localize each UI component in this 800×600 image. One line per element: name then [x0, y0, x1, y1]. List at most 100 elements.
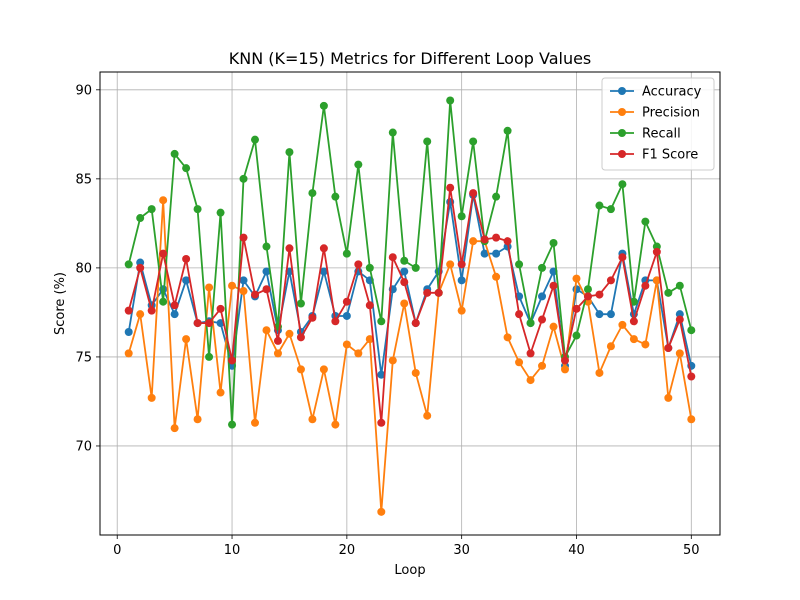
data-point-precision [515, 358, 524, 367]
data-point-precision [147, 393, 156, 402]
data-point-recall [446, 96, 455, 105]
data-point-f1-score [411, 319, 420, 328]
data-point-recall [354, 160, 363, 169]
data-point-f1-score [423, 288, 432, 297]
data-point-precision [319, 365, 328, 374]
y-axis-label: Score (%) [53, 272, 68, 335]
data-point-f1-score [308, 313, 317, 322]
data-point-precision [538, 361, 547, 370]
data-point-recall [675, 281, 684, 290]
y-tick-label: 90 [75, 83, 92, 98]
legend-label: Recall [642, 127, 681, 142]
data-point-precision [572, 274, 581, 283]
data-point-f1-score [400, 278, 409, 287]
data-point-precision [228, 281, 237, 290]
data-point-accuracy [170, 310, 179, 319]
data-point-recall [503, 126, 512, 135]
data-point-recall [228, 420, 237, 429]
data-point-f1-score [583, 292, 592, 301]
data-point-recall [595, 201, 604, 210]
data-point-precision [216, 388, 225, 397]
series-precision [124, 196, 696, 516]
data-point-precision [365, 335, 374, 344]
data-point-f1-score [492, 233, 501, 242]
y-tick-label: 75 [75, 350, 92, 365]
data-point-recall [515, 260, 524, 269]
data-point-precision [205, 283, 214, 292]
data-point-precision [687, 415, 696, 424]
data-point-f1-score [641, 281, 650, 290]
data-point-precision [239, 287, 248, 296]
data-point-recall [147, 205, 156, 214]
data-point-recall [411, 263, 420, 272]
data-point-f1-score [595, 290, 604, 299]
y-tick-label: 80 [75, 261, 92, 276]
data-point-f1-score [526, 349, 535, 358]
data-point-precision [193, 415, 202, 424]
legend-marker [618, 87, 626, 95]
data-point-accuracy [606, 310, 615, 319]
data-point-accuracy [492, 249, 501, 258]
legend-label: F1 Score [642, 148, 698, 163]
x-tick-label: 30 [453, 543, 470, 558]
data-point-precision [296, 365, 305, 374]
data-point-accuracy [377, 370, 386, 379]
data-point-precision [595, 368, 604, 377]
data-point-recall [377, 317, 386, 326]
data-point-precision [629, 335, 638, 344]
data-point-recall [549, 238, 558, 247]
data-point-f1-score [285, 244, 294, 253]
data-point-f1-score [296, 333, 305, 342]
data-point-recall [629, 297, 638, 306]
data-point-f1-score [538, 315, 547, 324]
series-f1-score [124, 183, 696, 427]
data-point-precision [273, 349, 282, 358]
data-point-accuracy [480, 249, 489, 258]
series-layer [124, 96, 696, 516]
data-point-accuracy [239, 276, 248, 285]
ticks: 0 10 20 30 40 50 70 75 80 85 90 [75, 83, 699, 558]
data-point-accuracy [182, 276, 191, 285]
data-point-recall [606, 205, 615, 214]
data-point-f1-score [319, 244, 328, 253]
data-point-precision [675, 349, 684, 358]
series-line-precision [127, 199, 693, 513]
data-point-f1-score [457, 260, 466, 269]
data-point-f1-score [446, 183, 455, 192]
data-point-accuracy [538, 292, 547, 301]
data-point-recall [469, 137, 478, 146]
data-point-f1-score [193, 319, 202, 328]
legend-marker [618, 129, 626, 137]
data-point-recall [193, 205, 202, 214]
data-point-recall [400, 256, 409, 265]
data-point-f1-score [124, 306, 133, 315]
data-point-f1-score [262, 285, 271, 294]
data-point-recall [296, 299, 305, 308]
data-point-f1-score [561, 356, 569, 365]
data-point-f1-score [239, 233, 248, 242]
data-point-precision [331, 420, 340, 429]
data-point-accuracy [262, 267, 271, 276]
legend-label: Precision [642, 106, 700, 121]
data-point-f1-score [480, 235, 489, 244]
data-point-precision [492, 272, 501, 281]
data-point-recall [308, 189, 317, 198]
data-point-f1-score [136, 263, 145, 272]
data-point-precision [251, 418, 259, 427]
data-point-recall [239, 174, 248, 183]
data-point-accuracy [342, 311, 351, 320]
legend: Accuracy Precision Recall F1 Score [601, 77, 715, 171]
data-point-f1-score [159, 249, 168, 258]
data-point-f1-score [205, 319, 214, 328]
data-point-recall [124, 260, 133, 269]
data-point-f1-score [273, 336, 282, 345]
data-point-recall [572, 331, 581, 340]
data-point-precision [182, 335, 191, 344]
data-point-precision [170, 424, 179, 433]
y-tick-label: 85 [75, 172, 92, 187]
x-tick-label: 50 [683, 543, 700, 558]
data-point-accuracy [319, 267, 328, 276]
data-point-precision [446, 260, 455, 269]
series-line-recall [127, 99, 693, 426]
